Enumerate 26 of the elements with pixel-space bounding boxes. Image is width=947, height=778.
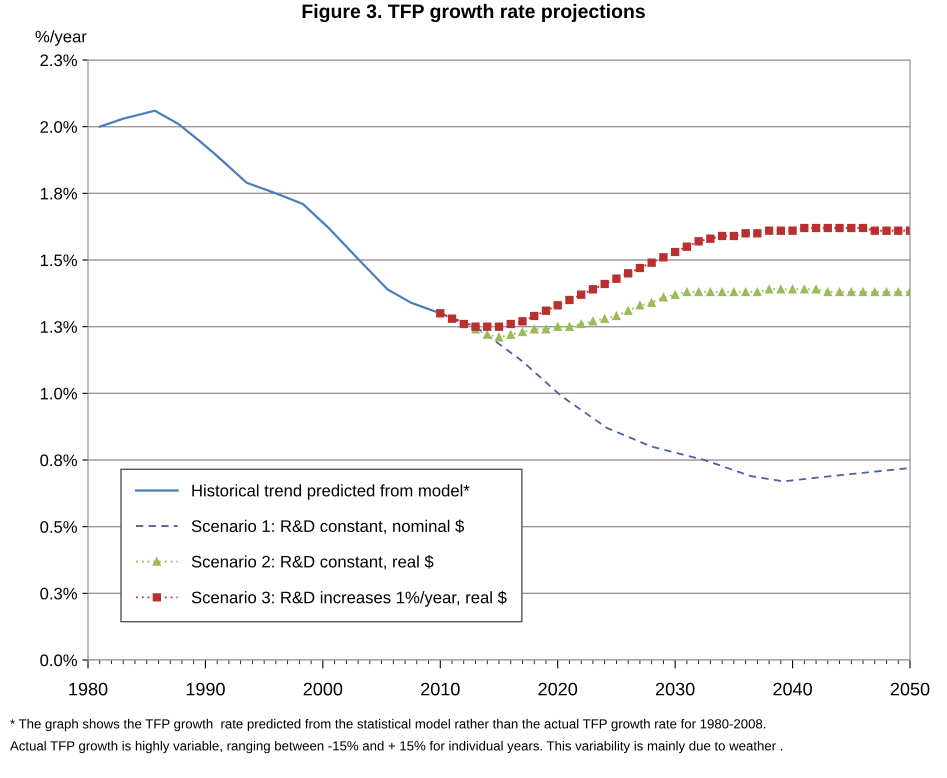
y-tick-label: 0.0% xyxy=(40,654,77,666)
y-tick-label: 0.5% xyxy=(40,521,77,533)
y-axis-title: %/year xyxy=(36,30,87,46)
legend-label: Historical trend predicted from model* xyxy=(192,484,470,500)
x-tick-label: 1990 xyxy=(186,682,225,696)
text: * The graph shows the TFP growth rate predicted from the statistical model rather than the actual TFP growth rate for 1980-2008. xyxy=(10,718,766,732)
legend-label: Scenario 2: R&D constant, real $ xyxy=(192,555,434,570)
y-tick-label: 2.0% xyxy=(40,121,77,133)
legend-label: Scenario 3: R&D increases 1%/year, real $ xyxy=(192,590,507,607)
y-tick-label: 1.5% xyxy=(40,254,77,266)
y-tick-label: 1.0% xyxy=(40,388,77,400)
x-tick-label: 2020 xyxy=(538,682,578,696)
x-tick-label: 2010 xyxy=(421,682,460,696)
x-tick-label: 2000 xyxy=(304,682,342,696)
x-tick-label: 2030 xyxy=(656,682,695,696)
y-tick-label: 2.3% xyxy=(40,54,77,66)
y-tick-label: 1.8% xyxy=(40,188,77,200)
legend-label: Scenario 1: R&D constant, nominal $ xyxy=(192,520,464,534)
x-tick-label: 1980 xyxy=(69,682,108,696)
y-tick-label: 0.8% xyxy=(40,454,77,466)
y-tick-label: 0.3% xyxy=(40,588,77,600)
y-tick-label: 1.3% xyxy=(40,321,77,333)
chart-title: Figure 3. TFP growth rate projections xyxy=(302,4,645,22)
text: Actual TFP growth is highly variable, ranging between -15% and + 15% for individual years. This variability is mainly due to weather . xyxy=(10,740,782,754)
x-tick-label: 2050 xyxy=(890,682,930,696)
x-tick-label: 2040 xyxy=(773,682,812,696)
